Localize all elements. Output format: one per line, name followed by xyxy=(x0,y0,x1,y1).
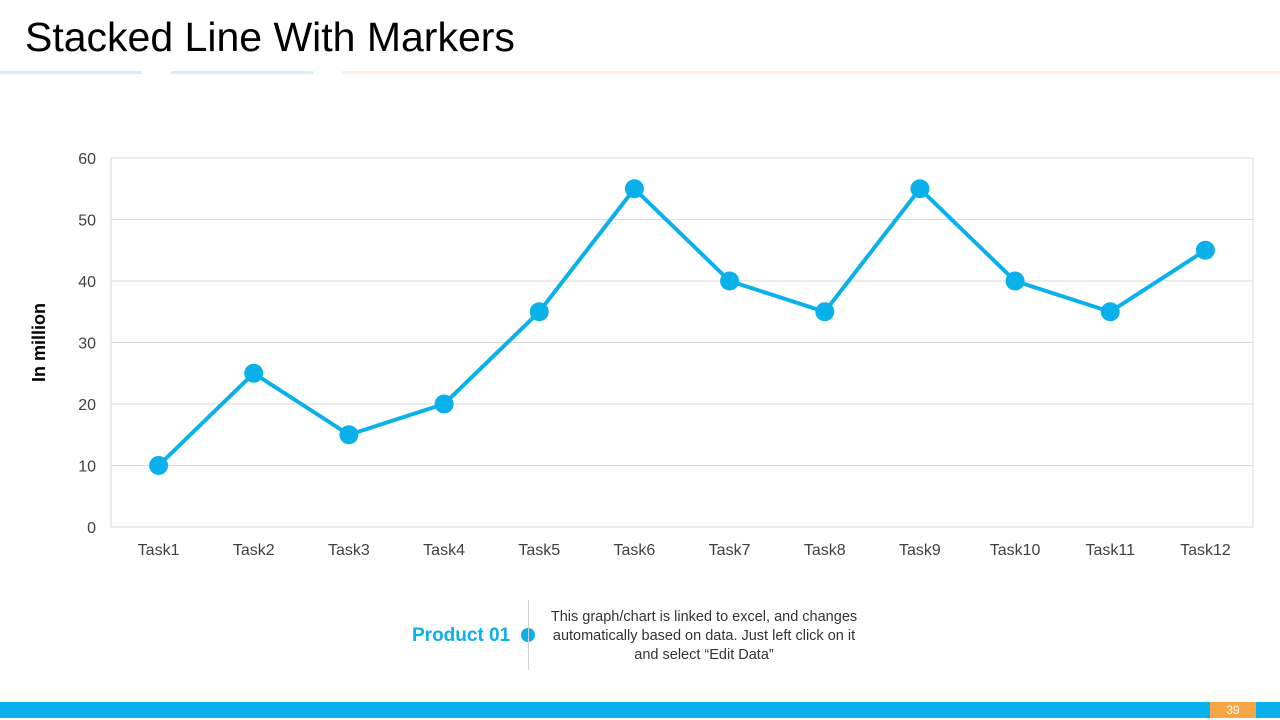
footer-bar xyxy=(0,702,1280,718)
slide-title: Stacked Line With Markers xyxy=(25,14,515,60)
x-tick-label: Task4 xyxy=(423,542,465,559)
data-point-marker xyxy=(1195,240,1215,260)
line-chart: 0 10 20 30 40 50 60 Task1 Task2 Task3 Task4 Task5 Ta… xyxy=(29,151,1254,559)
data-point-marker xyxy=(815,302,835,322)
data-point-marker xyxy=(624,179,644,199)
y-tick-label: 40 xyxy=(78,274,96,291)
x-tick-label: Task12 xyxy=(1180,542,1231,559)
title-underline-segment-3 xyxy=(342,71,1280,74)
y-tick-label: 0 xyxy=(87,520,96,537)
data-point-marker xyxy=(339,425,359,445)
x-tick-label: Task8 xyxy=(804,542,846,559)
x-tick-label: Task1 xyxy=(138,542,180,559)
x-tick-label: Task6 xyxy=(614,542,656,559)
data-point-marker xyxy=(149,456,169,475)
data-point-marker xyxy=(434,394,454,414)
y-tick-label: 60 xyxy=(78,151,96,168)
y-tick-label: 30 xyxy=(78,336,96,353)
y-tick-label: 20 xyxy=(78,397,96,414)
data-point-marker xyxy=(1005,271,1025,291)
title-underline-segment-2 xyxy=(171,71,313,74)
data-point-marker xyxy=(910,179,930,199)
y-axis-label: In million xyxy=(29,303,49,382)
data-point-marker xyxy=(529,302,549,322)
x-tick-label: Task2 xyxy=(233,542,275,559)
x-tick-label: Task5 xyxy=(518,542,560,559)
data-point-marker xyxy=(244,363,264,383)
page-number: 39 xyxy=(1210,702,1256,718)
x-tick-label: Task9 xyxy=(899,542,941,559)
data-point-marker xyxy=(1100,302,1120,322)
x-tick-label: Task7 xyxy=(709,542,751,559)
x-tick-label: Task11 xyxy=(1085,542,1135,559)
legend-series-name: Product 01 xyxy=(412,625,511,646)
x-tick-label: Task3 xyxy=(328,542,370,559)
title-underline-segment-1 xyxy=(0,71,142,74)
legend-note: This graph/chart is linked to excel, and… xyxy=(550,609,858,663)
legend-divider xyxy=(528,600,529,670)
series-line xyxy=(157,186,1207,467)
data-point-marker xyxy=(720,271,740,291)
x-tick-label: Task10 xyxy=(990,542,1041,559)
y-tick-label: 50 xyxy=(78,213,96,230)
y-tick-label: 10 xyxy=(78,459,96,476)
